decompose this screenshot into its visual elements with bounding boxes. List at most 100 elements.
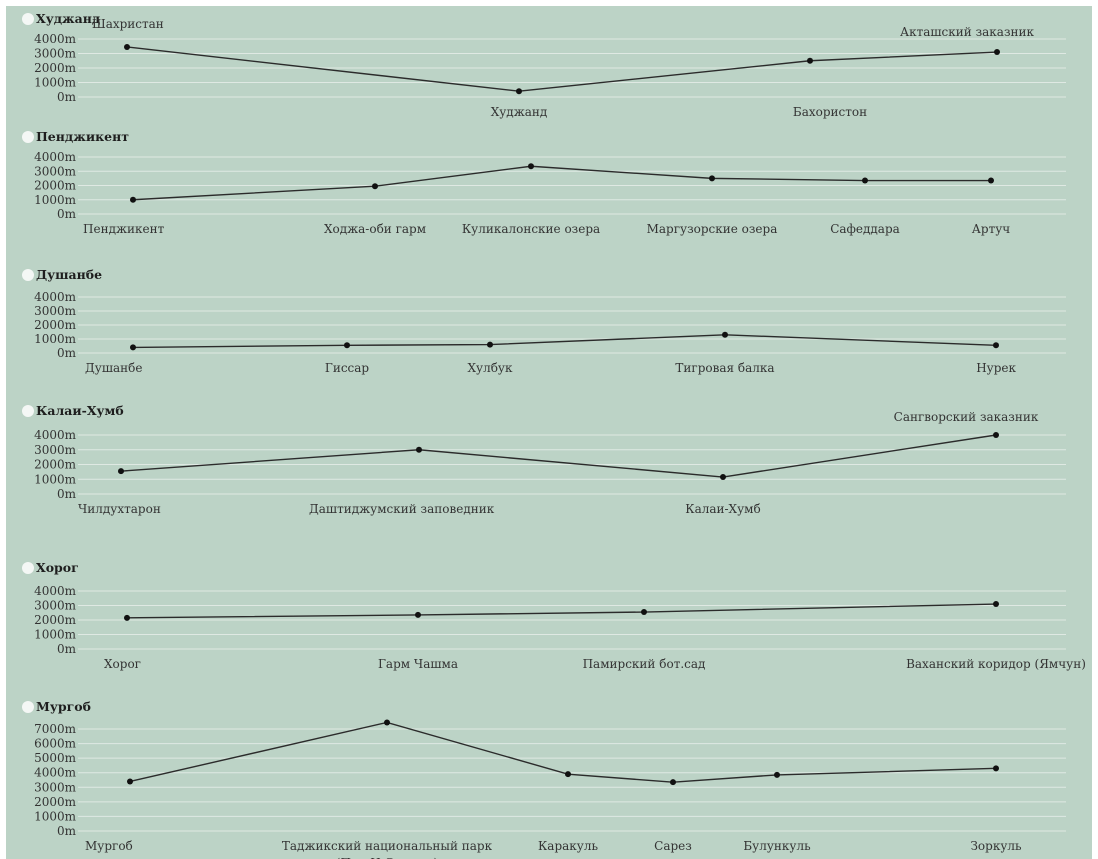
x-category-label: Даштиджумский заповедник [309,502,495,516]
x-category-label: Хорог [104,657,141,671]
series-line [129,721,997,783]
x-category-label: Пенджикент [83,222,165,236]
x-category-label: Нурек [976,361,1016,375]
data-point [993,342,999,349]
y-tick-label: 6000m [34,737,77,751]
data-point [487,341,493,348]
title-dot-icon [22,700,34,713]
y-tick-label: 4000m [34,766,77,780]
x-category-label: Акташский заказник [900,25,1034,39]
panel-title: Мургоб [36,699,91,714]
data-point [988,177,994,184]
panel-title: Худжанд [36,11,101,26]
chart-panel-khujand: Худжанд 0m 1000m 2000m 3000m 4000m Шахристан Х… [6,6,1092,126]
x-category-label: Хулбук [467,361,513,375]
title-dot-icon [22,12,34,25]
panel-title-wrap: Хорог [22,560,79,575]
x-category-label-line2: (Пик И.Сомони) [336,856,438,859]
y-tick-label: 2000m [34,61,77,75]
data-point [528,163,534,170]
panel-title: Пенджикент [36,129,130,144]
y-tick-label: 5000m [34,751,77,765]
data-point [130,196,136,203]
x-category-label: Куликалонские озера [462,222,600,236]
x-category-label: Сафеддара [830,222,900,236]
data-point [641,609,647,616]
data-point [993,601,999,608]
y-tick-label: 1000m [34,76,77,90]
data-point [670,779,676,786]
chart-canvas: Худжанд 0m 1000m 2000m 3000m 4000m Шахристан Х… [6,6,1092,859]
x-category-label: Маргузорские озера [647,222,778,236]
x-category-label: Памирский бот.сад [583,657,706,671]
y-tick-label: 0m [57,207,77,221]
y-tick-label: 2000m [34,318,77,332]
panel-title-wrap: Пенджикент [22,129,129,144]
y-tick-label: 1000m [34,809,77,823]
x-category-label: Сарез [654,839,692,853]
chart-panel-penjikent: Пенджикент 0m 1000m 2000m 3000m 4000m Пенджик… [6,124,1092,264]
data-point [416,446,422,453]
y-tick-label: 0m [57,487,77,501]
x-category-label: Ваханский коридор (Ямчун) [906,657,1086,671]
y-tick-label: 2000m [34,179,77,193]
x-category-label: Тигровая балка [675,361,774,375]
y-tick-label: 1000m [34,472,77,486]
data-point [372,183,378,190]
chart-panel-murghob: Мургоб 0m 1000m 2000m 3000m 4000m 5000m 6000m 7… [6,693,1092,859]
data-point [118,468,124,475]
y-tick-label: 3000m [34,599,77,613]
x-category-label: Таджикский национальный парк [282,839,493,853]
chart-panel-kalai-khumb: Калаи-Хумб 0m 1000m 2000m 3000m 4000m Чилдухт… [6,399,1092,559]
series-line [120,434,997,478]
chart-panel-dushanbe: Душанбе 0m 1000m 2000m 3000m 4000m Душанбе Гис… [6,261,1092,401]
data-point [807,57,813,64]
x-category-label: Гарм Чашма [378,657,458,671]
y-tick-label: 2000m [34,458,77,472]
data-point [994,49,1000,56]
data-point [993,432,999,438]
x-category-label: Зоркуль [970,839,1022,853]
x-category-label: Калаи-Хумб [685,502,760,516]
panel-title-wrap: Мургоб [22,699,91,714]
data-point [862,177,868,184]
title-dot-icon [22,404,34,417]
y-tick-label: 2000m [34,795,77,809]
y-tick-label: 3000m [34,304,77,318]
data-point [127,778,133,785]
panel-title: Хорог [36,560,79,575]
series-line [132,165,991,201]
data-point [516,88,522,95]
y-tick-label: 0m [57,824,77,838]
data-point [384,719,390,726]
y-tick-label: 0m [57,642,77,656]
x-category-label: Худжанд [491,105,548,119]
panel-title: Душанбе [36,267,103,282]
x-category-label: Мургоб [85,839,133,853]
x-category-label: Бахористон [793,105,867,119]
data-point [130,344,136,351]
x-category-label: Каракуль [538,839,598,853]
x-category-label: Гиссар [325,361,370,375]
title-dot-icon [22,268,34,281]
x-category-label: Булункуль [743,839,811,853]
data-point [774,771,780,778]
data-point [565,771,571,778]
panel-title: Калаи-Хумб [36,403,124,418]
y-tick-label: 4000m [34,290,77,304]
y-tick-label: 1000m [34,628,77,642]
series-line [132,334,997,349]
y-tick-label: 4000m [34,150,77,164]
title-dot-icon [22,130,34,143]
chart-panel-khorog: Хорог 0m 1000m 2000m 3000m 4000m Хорог Гарм Ча… [6,554,1092,684]
y-tick-label: 7000m [34,722,77,736]
y-tick-label: 1000m [34,193,77,207]
panel-title-wrap: Душанбе [22,267,102,282]
title-dot-icon [22,561,34,574]
